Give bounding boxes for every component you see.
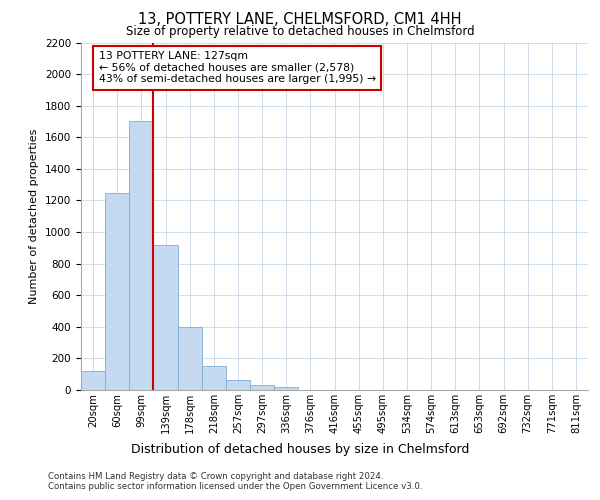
Bar <box>81 371 105 390</box>
Text: Contains HM Land Registry data © Crown copyright and database right 2024.: Contains HM Land Registry data © Crown c… <box>48 472 383 481</box>
Bar <box>274 387 298 390</box>
Text: 13 POTTERY LANE: 127sqm
← 56% of detached houses are smaller (2,578)
43% of semi: 13 POTTERY LANE: 127sqm ← 56% of detache… <box>99 51 376 84</box>
Bar <box>226 380 250 390</box>
Bar <box>129 122 154 390</box>
Bar <box>178 327 202 390</box>
Text: Contains public sector information licensed under the Open Government Licence v3: Contains public sector information licen… <box>48 482 422 491</box>
Y-axis label: Number of detached properties: Number of detached properties <box>29 128 40 304</box>
Bar <box>105 192 129 390</box>
Text: 13, POTTERY LANE, CHELMSFORD, CM1 4HH: 13, POTTERY LANE, CHELMSFORD, CM1 4HH <box>138 12 462 28</box>
Text: Size of property relative to detached houses in Chelmsford: Size of property relative to detached ho… <box>125 25 475 38</box>
Text: Distribution of detached houses by size in Chelmsford: Distribution of detached houses by size … <box>131 442 469 456</box>
Bar <box>154 244 178 390</box>
Bar <box>250 386 274 390</box>
Bar <box>202 366 226 390</box>
